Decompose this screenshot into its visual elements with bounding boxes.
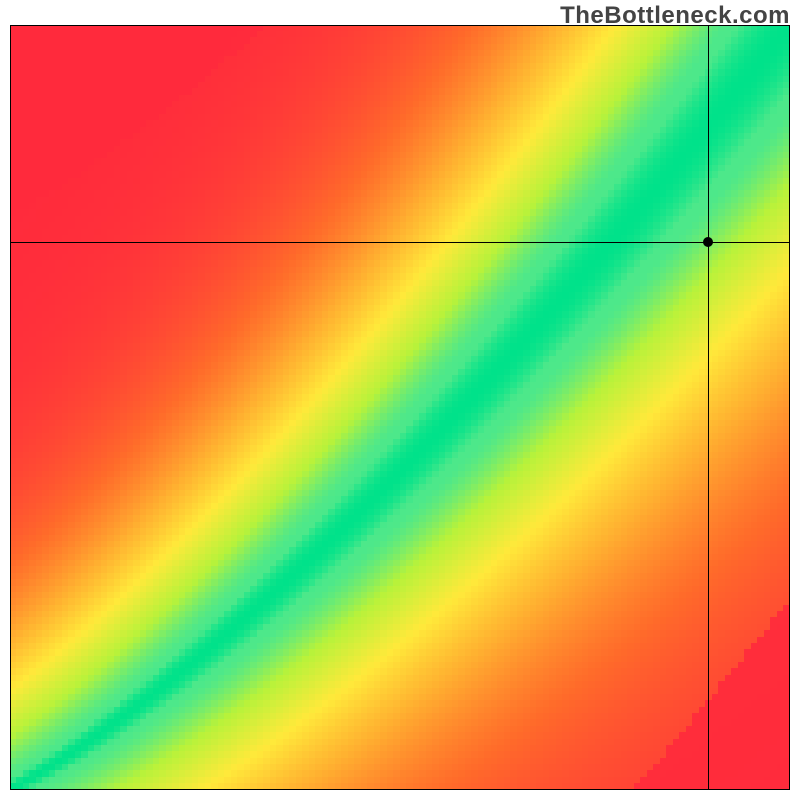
bottleneck-heatmap [10, 25, 790, 790]
chart-container: TheBottleneck.com [0, 0, 800, 800]
